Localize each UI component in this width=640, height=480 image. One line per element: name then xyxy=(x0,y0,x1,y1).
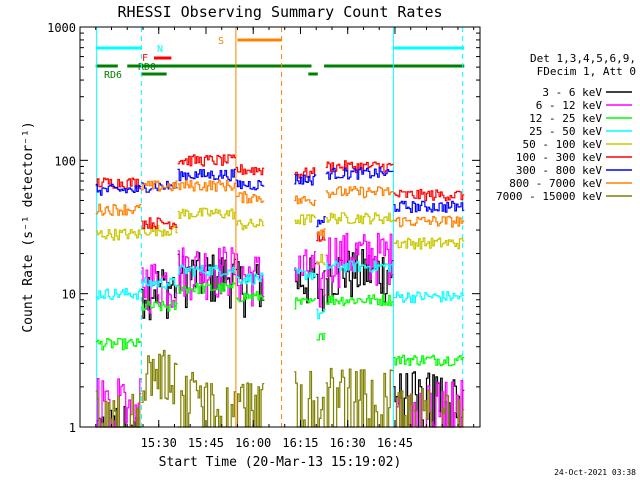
series-1-segment-5 xyxy=(294,257,317,304)
series-2-segment-3 xyxy=(177,246,236,301)
series-6-segment-4 xyxy=(235,164,265,176)
x-tick-label: 16:00 xyxy=(235,436,271,450)
y-axis-label: Count Rate (s⁻¹ detector⁻¹) xyxy=(21,121,36,332)
flag-label-s: S xyxy=(218,36,224,47)
legend-label: 25 - 50 keV xyxy=(529,125,602,138)
time-markers xyxy=(96,27,464,427)
series-5-segment-8 xyxy=(393,237,465,250)
series-5-segment-1 xyxy=(95,228,142,241)
x-tick-label: 16:30 xyxy=(330,436,366,450)
series-5-segment-5 xyxy=(294,214,317,226)
legend-label: 50 - 100 keV xyxy=(523,138,603,151)
series-4-segment-4 xyxy=(235,272,265,285)
series-7-segment-2 xyxy=(141,180,178,193)
series-8-segment-6 xyxy=(316,228,326,237)
legend-label: 300 - 800 keV xyxy=(516,164,602,177)
series-lines xyxy=(95,154,465,428)
series-3-segment-3 xyxy=(177,282,236,295)
x-tick-label: 16:15 xyxy=(282,436,318,450)
legend-label: 3 - 6 keV xyxy=(542,86,602,99)
series-6-segment-2 xyxy=(141,217,178,230)
series-9-segment-2 xyxy=(141,349,178,405)
series-8-segment-1 xyxy=(95,203,142,216)
legend-label: 12 - 25 keV xyxy=(529,112,602,125)
series-3-segment-4 xyxy=(235,291,265,303)
series-8-segment-4 xyxy=(235,191,265,204)
series-3-segment-5 xyxy=(294,297,317,310)
series-8-segment-3 xyxy=(177,179,236,192)
series-8-segment-5 xyxy=(294,195,317,207)
series-7-segment-6 xyxy=(316,216,326,228)
series-9-segment-7 xyxy=(325,367,394,428)
series-7-segment-3 xyxy=(177,168,236,182)
series-2-segment-2 xyxy=(141,263,178,314)
x-axis-ticks: 15:30 15:45 16:00 16:15 16:30 16:45 xyxy=(79,27,475,450)
series-3-segment-6 xyxy=(316,332,326,341)
series-7-segment-1 xyxy=(95,183,142,196)
legend-header-line: Det 1,3,4,5,6,9, xyxy=(530,52,636,65)
series-1-segment-7 xyxy=(325,248,394,305)
y-axis-ticks: 1 10 100 1000 xyxy=(47,21,480,435)
legend-label: 800 - 7000 keV xyxy=(509,177,602,190)
y-tick-label: 10 xyxy=(62,288,76,302)
series-7-segment-5 xyxy=(294,174,317,186)
series-5-segment-7 xyxy=(325,212,394,225)
series-3-segment-2 xyxy=(141,300,178,312)
series-4-segment-7 xyxy=(325,260,394,273)
plot-frame xyxy=(79,26,481,428)
series-7-segment-7 xyxy=(325,167,394,180)
series-7-segment-4 xyxy=(235,179,265,191)
series-3-segment-8 xyxy=(393,354,465,367)
series-6-segment-3 xyxy=(177,154,236,167)
x-tick-label: 15:45 xyxy=(188,436,224,450)
series-3-segment-1 xyxy=(95,337,142,351)
series-4-segment-1 xyxy=(95,288,142,301)
legend-header-line: FDecim 1, Att 0 xyxy=(537,65,636,78)
timestamp: 24-Oct-2021 03:38 xyxy=(554,468,636,477)
legend-label: 6 - 12 keV xyxy=(536,99,603,112)
legend: Det 1,3,4,5,6,9,FDecim 1, Att 0 3 - 6 keV… xyxy=(496,52,636,203)
series-4-segment-2 xyxy=(141,277,178,290)
series-4-segment-3 xyxy=(177,264,236,277)
flag-label-n: N xyxy=(157,44,163,55)
series-4-segment-8 xyxy=(393,291,465,304)
series-2-segment-7 xyxy=(325,232,394,289)
series-6-segment-1 xyxy=(95,177,142,190)
chart-title: RHESSI Observing Summary Count Rates xyxy=(117,3,442,21)
series-2-segment-5 xyxy=(294,249,317,282)
series-4-segment-6 xyxy=(316,308,326,320)
x-axis-label: Start Time (20-Mar-13 15:19:02) xyxy=(159,455,402,470)
series-5-segment-6 xyxy=(316,253,326,266)
series-5-segment-3 xyxy=(177,207,236,220)
series-6-segment-5 xyxy=(294,167,317,179)
series-9-segment-6 xyxy=(316,396,326,428)
series-4-segment-5 xyxy=(294,268,317,281)
series-9-segment-4 xyxy=(235,382,265,428)
series-8-segment-2 xyxy=(141,180,178,192)
series-5-segment-4 xyxy=(235,218,265,231)
y-tick-label: 100 xyxy=(54,154,76,168)
x-tick-label: 15:30 xyxy=(141,436,177,450)
series-7-segment-8 xyxy=(393,200,465,213)
flag-bars: NF S RD0 RD6 xyxy=(95,36,465,81)
flag-label-rd6: RD6 xyxy=(104,70,122,81)
y-tick-label: 1 xyxy=(69,421,76,435)
series-9-segment-1 xyxy=(95,390,142,428)
series-2-segment-4 xyxy=(235,253,265,307)
legend-label: 100 - 300 keV xyxy=(516,151,602,164)
flag-label-f: F xyxy=(142,53,148,64)
x-tick-label: 16:45 xyxy=(377,436,413,450)
series-3-segment-7 xyxy=(325,294,394,307)
series-8-segment-8 xyxy=(393,215,465,228)
y-tick-label: 1000 xyxy=(47,21,76,35)
series-6-segment-8 xyxy=(393,188,465,202)
flag-label-rd0: RD0 xyxy=(138,62,156,73)
series-5-segment-2 xyxy=(141,224,178,237)
legend-label: 7000 - 15000 keV xyxy=(496,190,602,203)
series-8-segment-7 xyxy=(325,186,394,199)
